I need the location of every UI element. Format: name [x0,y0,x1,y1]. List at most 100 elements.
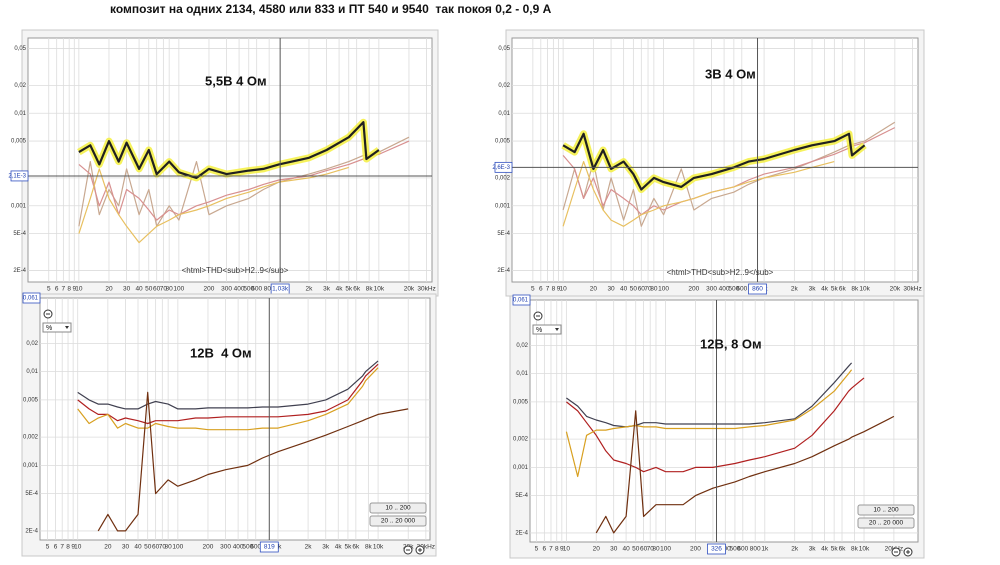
cursor-x-label: 1,03k [272,286,289,293]
range-button[interactable] [369,502,427,514]
x-tick-label: 20k [890,286,901,293]
y-tick-label: 0,002 [495,175,511,181]
series-line [562,161,835,227]
x-tick-label: 500 [728,286,739,293]
x-tick-label: 50 [630,286,638,293]
x-tick-label: 3k [809,286,817,293]
x-tick-label: 7 [60,544,64,551]
x-tick-label: 8k [851,546,859,553]
x-tick-label: 60 [153,286,161,293]
x-tick-label: 10k [859,286,870,293]
x-tick-label: 5k [831,546,839,553]
y-tick-label: 0,001 [495,203,511,209]
x-tick-label: 8k [365,544,373,551]
x-tick-label: 20 [593,546,601,553]
x-tick-label: 80 [166,286,174,293]
cursor-y-box [512,294,531,306]
x-tick-label: 2k [305,544,313,551]
series-line [78,136,410,227]
x-tick-label: 30 [607,286,615,293]
x-tick-label: 30kHz [903,286,921,293]
dropdown-arrow [555,328,559,331]
x-tick-label: 10 [563,546,571,553]
cursor-x-box [259,541,279,553]
cursor-y-label: 0,061 [513,298,529,304]
x-tick-label: 9 [560,546,564,553]
y-tick-label: 0,001 [11,203,27,209]
y-tick-label: 0,05 [498,46,510,52]
x-tick-label: 6 [539,286,543,293]
x-tick-label: 400 [234,286,245,293]
x-tick-label: 2k [791,286,799,293]
series-line [77,367,379,431]
x-tick-label: 600 [736,286,747,293]
y-tick-label: 5E-4 [515,493,528,499]
y-tick-label: 0,002 [513,437,529,443]
range-button-label: 20 .. 20 000 [381,518,416,525]
x-tick-label: 100 [660,546,671,553]
range-button[interactable] [369,515,427,527]
cursor-y-box [494,161,513,173]
y-tick-label: 0,001 [23,463,39,469]
cursor-x-box [748,283,767,295]
series-line [77,360,379,410]
x-tick-label: 30 [123,286,131,293]
x-tick-label: 600 [737,546,748,553]
range-button-label: 10 .. 200 [873,507,899,514]
y-tick-label: 5E-4 [13,231,26,237]
x-tick-label: 4k [336,286,344,293]
unit-dropdown-label: % [46,325,52,332]
y-tick-label: 0,001 [513,465,529,471]
x-tick-label: 5 [535,546,539,553]
x-tick-label: 3k [322,544,330,551]
x-tick-label: 20 [105,286,113,293]
x-tick-label: 70 [647,546,655,553]
x-tick-label: 20 [590,286,598,293]
x-tick-label: 200 [688,286,699,293]
range-button[interactable] [857,504,915,516]
x-tick-label: 500 [730,546,741,553]
x-tick-label: 80 [165,544,173,551]
x-tick-label: 60 [640,546,648,553]
y-tick-label: 5E-4 [497,231,510,237]
series-line [566,362,853,428]
x-tick-label: 9 [72,286,76,293]
x-tick-label: 60 [152,544,160,551]
x-tick-label: 8 [67,286,71,293]
series-line [78,140,410,221]
x-tick-label: 300 [706,286,717,293]
x-tick-label: 7 [546,286,550,293]
x-tick-label: 10 [559,286,567,293]
y-tick-label: 0,02 [14,83,26,89]
x-tick-label: 70 [159,544,167,551]
x-tick-label: 80 [650,286,658,293]
cursor-y-box [10,170,29,182]
annotation: 5,5В 4 Ом [205,73,267,88]
x-tick-label: 6k [353,286,361,293]
range-button-label: 10 .. 200 [385,505,411,512]
series-line [77,363,379,425]
x-tick-label: 60 [638,286,646,293]
x-tick-label: 8 [552,286,556,293]
range-button[interactable] [857,517,915,529]
y-tick-label: 2E-4 [497,268,510,274]
x-tick-label: 80 [652,546,660,553]
x-tick-label: 20 [104,544,112,551]
y-tick-label: 0,02 [516,343,528,349]
curve-label: <html>THD<sub>H2..9</sub> [182,266,289,275]
dropdown-arrow [65,326,69,329]
y-tick-label: 0,005 [495,139,511,145]
x-tick-label: 5k [345,286,353,293]
x-tick-label: 6 [55,286,59,293]
x-tick-label: 6 [54,544,58,551]
x-tick-label: 100 [658,286,669,293]
x-tick-label: 10k [373,544,384,551]
y-tick-label: 2E-4 [515,530,528,536]
x-tick-label: 10k [374,286,385,293]
y-tick-label: 0,005 [513,399,529,405]
x-tick-label: 40 [134,544,142,551]
x-tick-label: 10 [75,286,83,293]
cursor-y-box [22,292,41,304]
annotation: 3В 4 Ом [705,66,756,81]
